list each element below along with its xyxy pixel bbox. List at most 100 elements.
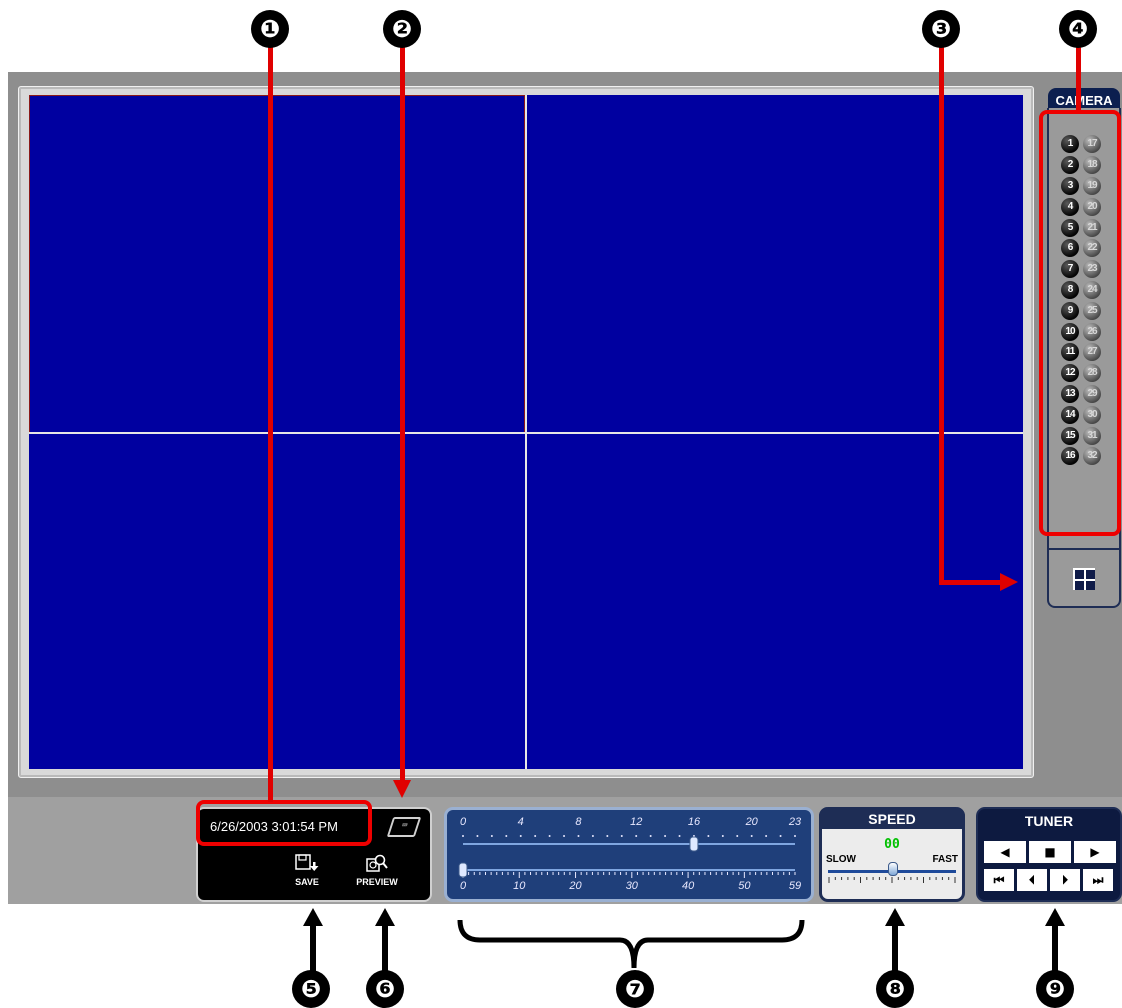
speed-slider-thumb[interactable] <box>888 862 898 876</box>
camera-button-10[interactable]: 10 <box>1061 322 1079 341</box>
callout-6: ❻ <box>366 970 404 1008</box>
camera-button-15[interactable]: 15 <box>1061 426 1079 445</box>
camera-row: 15 31 <box>1061 425 1121 446</box>
camera-button-13[interactable]: 13 <box>1061 384 1079 403</box>
video-channel-4[interactable] <box>527 434 1023 769</box>
camera-row: 14 30 <box>1061 404 1121 425</box>
hour-tick <box>591 835 594 837</box>
hour-label: 23 <box>788 816 802 828</box>
stop-button[interactable]: ■ <box>1029 841 1071 863</box>
annotation-arrow-8 <box>892 924 898 974</box>
video-channel-2[interactable] <box>527 95 1023 433</box>
speed-ticks <box>828 877 956 883</box>
hour-tick <box>779 835 782 837</box>
quad-grid-icon[interactable] <box>1073 568 1095 590</box>
camera-button-30[interactable]: 30 <box>1083 405 1101 424</box>
camera-button-14[interactable]: 14 <box>1061 405 1079 424</box>
camera-button-32[interactable]: 32 <box>1083 447 1101 466</box>
step-back-button[interactable]: ⏴ <box>1017 869 1047 891</box>
annotation-arrow-6 <box>382 924 388 974</box>
callout-7: ❼ <box>616 970 654 1008</box>
camera-row: 2 18 <box>1061 155 1121 176</box>
keyboard-icon[interactable]: ⌨ <box>386 817 422 837</box>
hour-tick <box>577 835 580 837</box>
camera-button-24[interactable]: 24 <box>1083 280 1101 299</box>
camera-button-31[interactable]: 31 <box>1083 426 1101 445</box>
minute-label: 20 <box>569 880 582 892</box>
speed-panel: SPEED 00 SLOW FAST <box>819 807 965 902</box>
annotation-line-2 <box>400 42 405 782</box>
step-forward-button[interactable]: ⏵ <box>1050 869 1080 891</box>
annotation-arrowhead-9 <box>1045 908 1065 926</box>
grid-divider-horizontal <box>29 432 1023 434</box>
hour-tick <box>635 835 638 837</box>
timeline-panel: 0 4 8 12 16 20 23 0 10 20 30 40 50 59 <box>444 807 814 902</box>
speed-value: 00 <box>884 837 900 852</box>
dvr-player-window: 6/26/2003 3:01:54 PM ⌨ SAVE <box>8 72 1122 904</box>
camera-button-12[interactable]: 12 <box>1061 364 1079 383</box>
play-reverse-button[interactable]: ◀ <box>984 841 1026 863</box>
camera-button-26[interactable]: 26 <box>1083 322 1101 341</box>
camera-row: 7 23 <box>1061 259 1121 280</box>
hour-tick <box>534 835 537 837</box>
hour-tick <box>505 835 508 837</box>
minute-label: 10 <box>513 880 526 892</box>
video-channel-1[interactable] <box>29 95 525 433</box>
camera-button-8[interactable]: 8 <box>1061 280 1079 299</box>
callout-1: ❶ <box>251 10 289 48</box>
annotation-arrowhead-3 <box>1000 573 1018 591</box>
camera-button-7[interactable]: 7 <box>1061 260 1079 279</box>
hour-tick <box>721 835 724 837</box>
minute-label: 30 <box>625 880 638 892</box>
tuner-panel: TUNER ◀ ■ ▶ ⏮ ⏴ ⏵ ⏭ <box>976 807 1122 902</box>
video-channel-3[interactable] <box>29 434 525 769</box>
hour-tick <box>765 835 768 837</box>
camera-button-28[interactable]: 28 <box>1083 364 1101 383</box>
camera-button-9[interactable]: 9 <box>1061 301 1079 320</box>
tuner-row-2: ⏮ ⏴ ⏵ ⏭ <box>984 869 1113 891</box>
camera-row: 13 29 <box>1061 384 1121 405</box>
hour-slider-thumb[interactable] <box>689 836 699 852</box>
camera-button-20[interactable]: 20 <box>1083 197 1101 216</box>
save-button[interactable]: SAVE <box>282 853 332 893</box>
go-to-end-button[interactable]: ⏭ <box>1083 869 1113 891</box>
go-to-start-button[interactable]: ⏮ <box>984 869 1014 891</box>
camera-button-23[interactable]: 23 <box>1083 260 1101 279</box>
play-forward-button[interactable]: ▶ <box>1074 841 1116 863</box>
camera-row: 10 26 <box>1061 321 1121 342</box>
camera-button-5[interactable]: 5 <box>1061 218 1079 237</box>
speed-slow-label: SLOW <box>826 854 856 865</box>
camera-row: 4 20 <box>1061 196 1121 217</box>
camera-button-4[interactable]: 4 <box>1061 197 1079 216</box>
annotation-line-3 <box>939 42 944 584</box>
camera-button-2[interactable]: 2 <box>1061 156 1079 175</box>
preview-button[interactable]: PREVIEW <box>352 853 402 893</box>
camera-row: 5 21 <box>1061 217 1121 238</box>
camera-button-11[interactable]: 11 <box>1061 343 1079 362</box>
camera-row: 11 27 <box>1061 342 1121 363</box>
camera-button-1[interactable]: 1 <box>1061 135 1079 154</box>
camera-button-29[interactable]: 29 <box>1083 384 1101 403</box>
tuner-header: TUNER <box>1024 813 1074 829</box>
hour-tick <box>606 835 609 837</box>
camera-button-19[interactable]: 19 <box>1083 176 1101 195</box>
minute-slider-thumb[interactable] <box>458 862 468 878</box>
hour-tick <box>548 835 551 837</box>
hour-label: 4 <box>517 816 524 828</box>
camera-button-3[interactable]: 3 <box>1061 176 1079 195</box>
camera-button-18[interactable]: 18 <box>1083 156 1101 175</box>
camera-button-6[interactable]: 6 <box>1061 239 1079 258</box>
hour-tick <box>563 835 566 837</box>
camera-button-27[interactable]: 27 <box>1083 343 1101 362</box>
camera-button-17[interactable]: 17 <box>1083 135 1101 154</box>
camera-button-22[interactable]: 22 <box>1083 239 1101 258</box>
camera-button-21[interactable]: 21 <box>1083 218 1101 237</box>
hour-tick <box>750 835 753 837</box>
camera-button-16[interactable]: 16 <box>1061 447 1079 466</box>
camera-highlight <box>1039 110 1121 536</box>
camera-button-25[interactable]: 25 <box>1083 301 1101 320</box>
hour-label: 16 <box>687 816 701 828</box>
minute-label: 40 <box>681 880 695 892</box>
hour-tick <box>736 835 739 837</box>
